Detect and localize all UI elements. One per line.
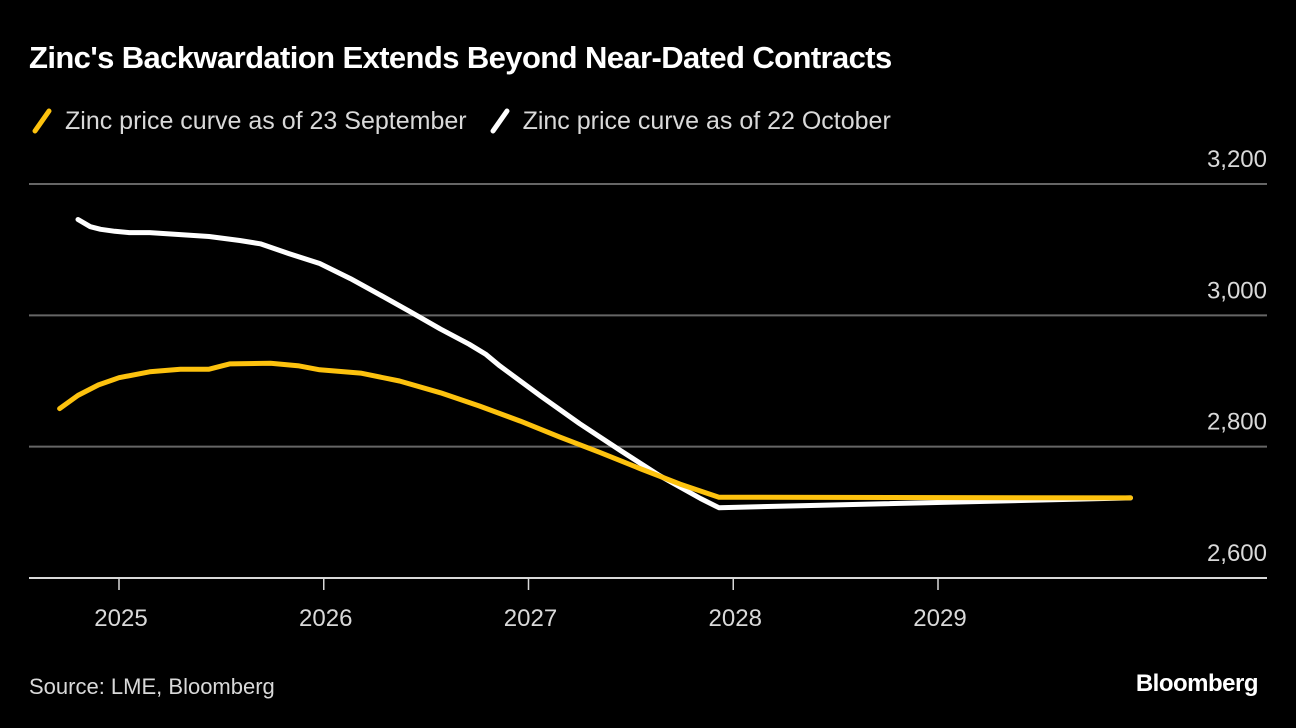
- x-tick-label: 2029: [913, 605, 966, 632]
- legend-label-september: Zinc price curve as of 23 September: [65, 106, 467, 135]
- series-line-22-october: [75, 217, 1133, 511]
- x-tick-label: 2025: [94, 605, 147, 632]
- y-tick-label: 3,000: [1207, 277, 1267, 304]
- y-tick-label: 2,600: [1207, 540, 1267, 567]
- grid-lines: [29, 183, 1267, 579]
- legend-label-october: Zinc price curve as of 22 October: [522, 106, 891, 135]
- source-note: Source: LME, Bloomberg: [29, 674, 275, 699]
- legend-swatch-september-icon: [32, 108, 52, 134]
- x-tick-label: 2027: [504, 605, 557, 632]
- legend-item-october: Zinc price curve as of 22 October: [487, 106, 891, 136]
- x-tick-label: 2028: [709, 605, 762, 632]
- legend: Zinc price curve as of 23 September Zinc…: [29, 106, 911, 136]
- legend-swatch-october-icon: [490, 108, 510, 134]
- bloomberg-logo: Bloomberg: [1135, 670, 1259, 697]
- x-axis: 2025 2026 2027 2028 2029: [94, 578, 967, 632]
- y-tick-label: 3,200: [1207, 146, 1267, 173]
- x-tick-label: 2026: [299, 605, 352, 632]
- series-lines: [57, 217, 1133, 511]
- chart-title: Zinc's Backwardation Extends Beyond Near…: [29, 40, 892, 75]
- y-axis-ticks: 3,200 3,000 2,800 2,600: [1207, 146, 1267, 567]
- y-tick-label: 2,800: [1207, 409, 1267, 436]
- series-line-23-september: [57, 360, 1133, 501]
- legend-item-september: Zinc price curve as of 23 September: [29, 106, 467, 136]
